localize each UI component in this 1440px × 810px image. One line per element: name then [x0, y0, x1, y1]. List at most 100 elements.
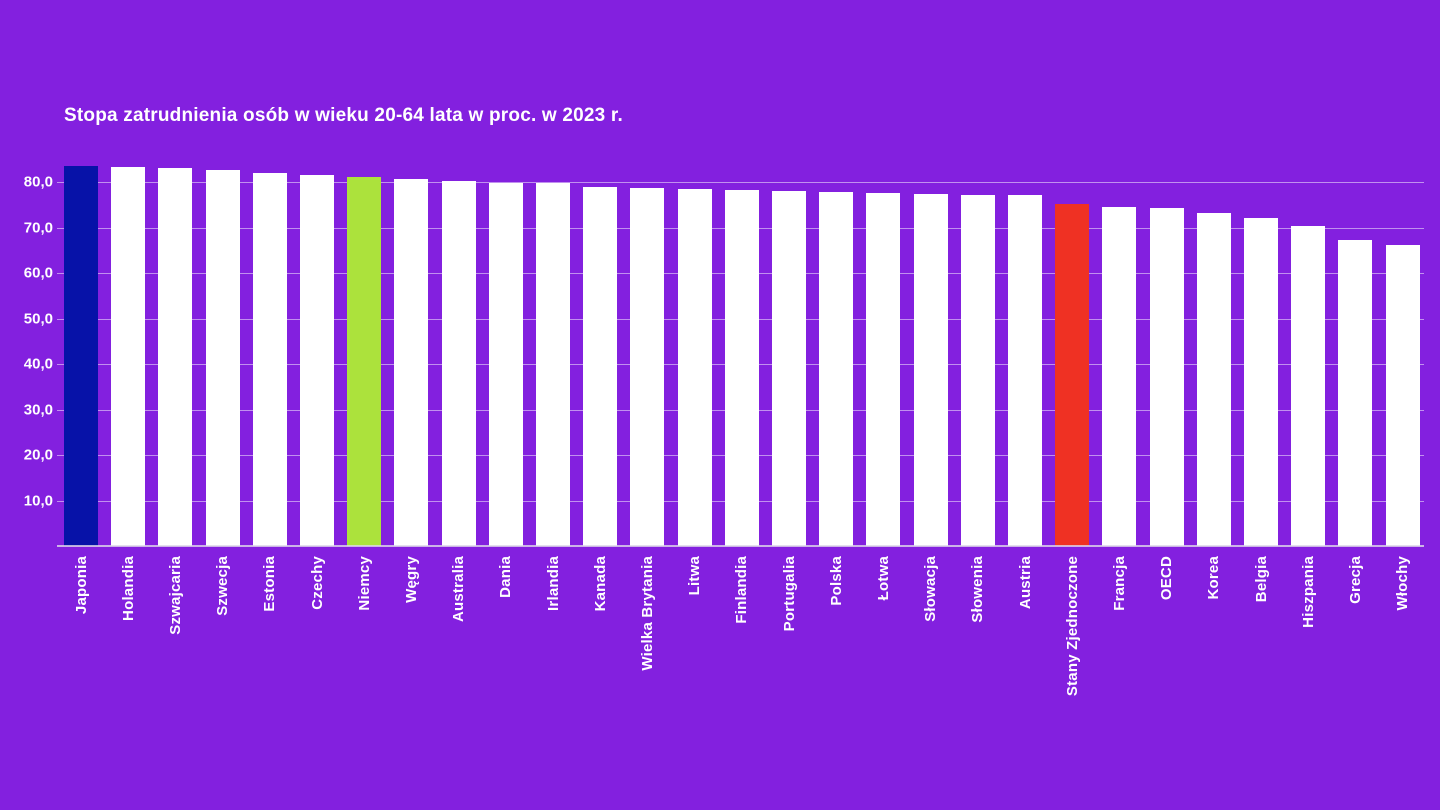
category-label: Australia — [450, 556, 468, 622]
category-label: Szwecja — [214, 556, 232, 616]
category-label: Stany Zjednoczone — [1063, 556, 1081, 697]
category-label-cell: Australia — [442, 556, 476, 756]
gridline — [57, 182, 1424, 183]
category-label-cell: Belgia — [1244, 556, 1278, 756]
bar — [1149, 207, 1184, 546]
category-label-cell: Wielka Brytania — [630, 556, 664, 756]
category-label: Węgry — [402, 556, 420, 603]
category-label: Grecja — [1346, 556, 1364, 604]
category-label-cell: Portugalia — [772, 556, 806, 756]
category-label-cell: Słowenia — [961, 556, 995, 756]
category-label-cell: Francja — [1102, 556, 1136, 756]
category-label: Francja — [1110, 556, 1128, 611]
bar — [300, 175, 335, 546]
bar — [960, 194, 995, 546]
category-label-cell: Stany Zjednoczone — [1055, 556, 1089, 756]
y-tick-label: 40,0 — [23, 355, 53, 373]
bar — [630, 187, 665, 546]
category-label: Słowacja — [922, 556, 940, 622]
bar — [677, 188, 712, 546]
bar — [347, 177, 382, 546]
category-label: Włochy — [1394, 556, 1412, 611]
category-label: Szwajcaria — [166, 556, 184, 635]
y-tick-label: 10,0 — [23, 492, 53, 509]
bar — [583, 187, 618, 546]
category-label: Japonia — [72, 556, 90, 615]
category-label-cell: Grecja — [1338, 556, 1372, 756]
category-label: Portugalia — [780, 556, 798, 632]
category-label-cell: Austria — [1008, 556, 1042, 756]
category-label-cell: Słowacja — [914, 556, 948, 756]
chart-title: Stopa zatrudnienia osób w wieku 20-64 la… — [64, 105, 623, 126]
category-label: Słowenia — [969, 556, 987, 623]
bar — [1196, 212, 1231, 546]
bar — [441, 181, 476, 546]
category-label: Holandia — [119, 556, 137, 621]
category-label: Polska — [827, 556, 845, 606]
category-label: Kanada — [591, 556, 609, 612]
y-tick-label: 20,0 — [23, 446, 53, 464]
category-label-cell: Finlandia — [725, 556, 759, 756]
bar — [1244, 218, 1279, 546]
bar — [488, 182, 523, 546]
category-label-cell: Holandia — [111, 556, 145, 756]
category-label: Łotwa — [874, 556, 892, 601]
category-label-cell: Hiszpania — [1291, 556, 1325, 756]
x-axis-line — [57, 545, 1424, 547]
bar — [866, 193, 901, 546]
bar — [1385, 244, 1420, 546]
bar — [252, 173, 287, 546]
category-label: Hiszpania — [1299, 556, 1317, 628]
plot-area: 10,0 20,0 30,0 40,0 50,0 60,0 70,0 80,0 — [24, 140, 1424, 547]
category-label: Wielka Brytania — [638, 556, 656, 671]
category-label: Niemcy — [355, 556, 373, 611]
category-label: Finlandia — [733, 556, 751, 624]
category-label: Estonia — [261, 556, 279, 612]
category-label: OECD — [1158, 556, 1176, 601]
bar — [913, 193, 948, 546]
category-label-cell: Japonia — [64, 556, 98, 756]
bar — [1008, 195, 1043, 546]
category-label-cell: Szwecja — [206, 556, 240, 756]
category-label-cell: Estonia — [253, 556, 287, 756]
y-tick-label: 60,0 — [23, 264, 53, 282]
category-label-cell: Włochy — [1386, 556, 1420, 756]
category-label-cell: Niemcy — [347, 556, 381, 756]
bar — [724, 190, 759, 546]
category-label: Austria — [1016, 556, 1034, 610]
category-label-cell: Irlandia — [536, 556, 570, 756]
bar — [394, 178, 429, 546]
bar — [1102, 207, 1137, 546]
bar — [64, 166, 98, 546]
category-label-cell: Polska — [819, 556, 853, 756]
bar — [536, 183, 571, 546]
category-label-cell: Czechy — [300, 556, 334, 756]
y-tick-label: 30,0 — [23, 401, 53, 418]
bar — [158, 167, 193, 546]
category-label: Korea — [1205, 556, 1223, 600]
y-tick-label: 70,0 — [23, 219, 53, 236]
bar — [1291, 225, 1326, 546]
category-label-cell: Litwa — [678, 556, 712, 756]
category-label: Litwa — [686, 556, 704, 596]
bar — [819, 192, 854, 546]
category-label-cell: Łotwa — [866, 556, 900, 756]
bars-row — [64, 140, 1420, 546]
y-tick-label: 50,0 — [23, 310, 53, 327]
category-label-cell: Dania — [489, 556, 523, 756]
category-label: Dania — [497, 556, 515, 598]
bar — [1055, 203, 1090, 546]
bar — [205, 170, 240, 546]
y-tick-label: 80,0 — [23, 173, 53, 191]
category-label-cell: Szwajcaria — [158, 556, 192, 756]
category-label: Belgia — [1252, 556, 1270, 603]
category-label: Irlandia — [544, 556, 562, 611]
category-labels-row: Japonia Holandia Szwajcaria Szwecja Estonia C… — [64, 556, 1420, 756]
category-label-cell: OECD — [1150, 556, 1184, 756]
bar — [111, 166, 146, 546]
category-label: Czechy — [308, 556, 326, 610]
category-label-cell: Korea — [1197, 556, 1231, 756]
bar — [772, 190, 807, 546]
category-label-cell: Węgry — [394, 556, 428, 756]
bar — [1338, 239, 1373, 546]
